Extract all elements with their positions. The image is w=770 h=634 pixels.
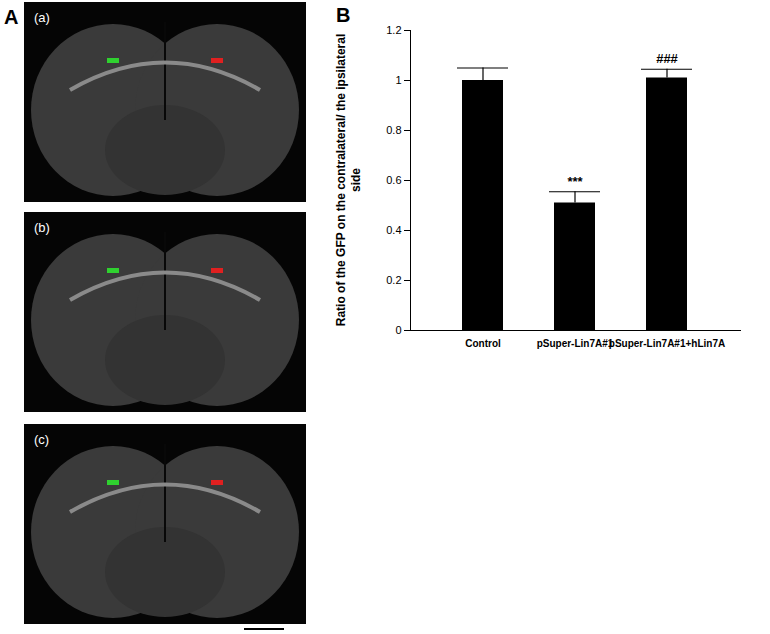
svg-text:1: 1 bbox=[395, 74, 401, 86]
svg-text:0.2: 0.2 bbox=[386, 274, 401, 286]
svg-text:***: *** bbox=[567, 174, 583, 189]
svg-text:(a): (a) bbox=[34, 10, 50, 25]
svg-text:pSuper-Lin7A#1: pSuper-Lin7A#1 bbox=[537, 338, 614, 349]
svg-text:###: ### bbox=[656, 51, 678, 66]
svg-text:0.6: 0.6 bbox=[386, 174, 401, 186]
svg-text:(b): (b) bbox=[34, 220, 50, 235]
svg-text:pSuper-Lin7A#1+hLin7A: pSuper-Lin7A#1+hLin7A bbox=[609, 338, 725, 349]
svg-text:Control: Control bbox=[465, 338, 501, 349]
html-text:B: B bbox=[336, 4, 351, 26]
svg-text:0.8: 0.8 bbox=[386, 124, 401, 136]
svg-text:1.2: 1.2 bbox=[386, 24, 401, 36]
svg-text:0.4: 0.4 bbox=[386, 224, 401, 236]
html-text:Ratio of the GFP on the contra: Ratio of the GFP on the contralateral/ t… bbox=[334, 33, 363, 327]
svg-text:0: 0 bbox=[395, 324, 401, 336]
svg-text:(c): (c) bbox=[34, 432, 49, 447]
html-text:A: A bbox=[4, 6, 19, 28]
